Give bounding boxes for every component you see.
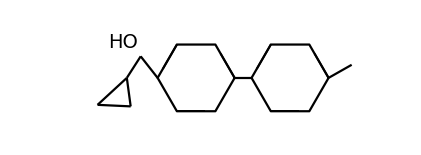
Text: HO: HO	[109, 33, 139, 52]
